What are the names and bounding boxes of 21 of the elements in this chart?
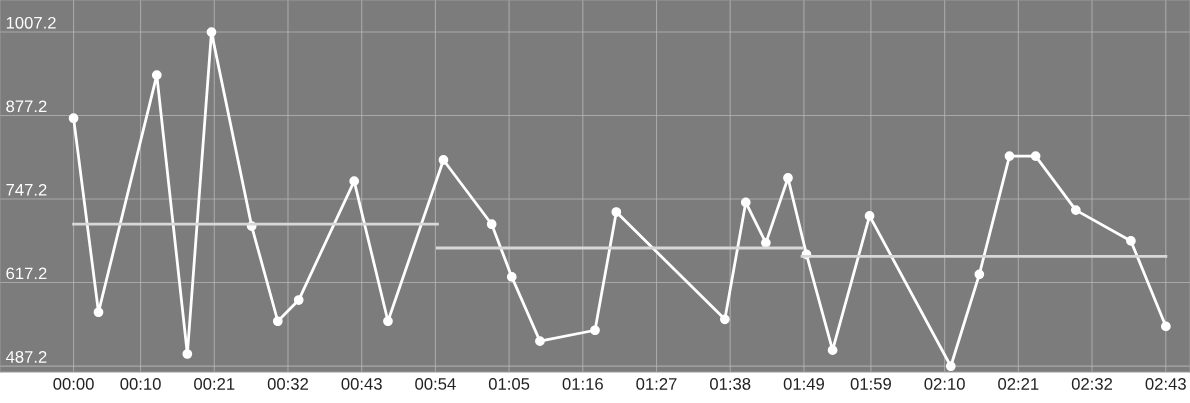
y-tick-label: 487.2	[5, 350, 47, 363]
x-tick-label: 00:21	[194, 378, 235, 390]
x-tick-label: 01:27	[636, 378, 677, 390]
x-tick-label: 02:21	[998, 378, 1039, 390]
y-tick-label: 877.2	[6, 100, 47, 113]
x-tick-label: 01:59	[850, 378, 891, 390]
y-tick-label: 617.2	[6, 267, 47, 280]
x-tick-label: 02:10	[924, 378, 965, 390]
x-tick-label: 01:16	[562, 378, 603, 390]
x-tick-label: 01:49	[783, 378, 824, 390]
x-tick-label: 02:32	[1071, 378, 1113, 390]
x-tick-label: 01:05	[488, 378, 530, 390]
x-tick-label: 00:32	[267, 378, 308, 390]
x-tick-label: 02:43	[1145, 378, 1186, 390]
x-tick-label: 00:54	[415, 378, 456, 390]
x-tick-label: 01:38	[710, 378, 751, 390]
y-tick-label: 1007.2	[6, 16, 56, 29]
x-tick-label: 00:00	[53, 378, 94, 390]
y-tick-label: 747.2	[6, 183, 47, 196]
x-tick-label: 00:10	[120, 378, 161, 390]
x-tick-label: 00:43	[341, 378, 382, 390]
